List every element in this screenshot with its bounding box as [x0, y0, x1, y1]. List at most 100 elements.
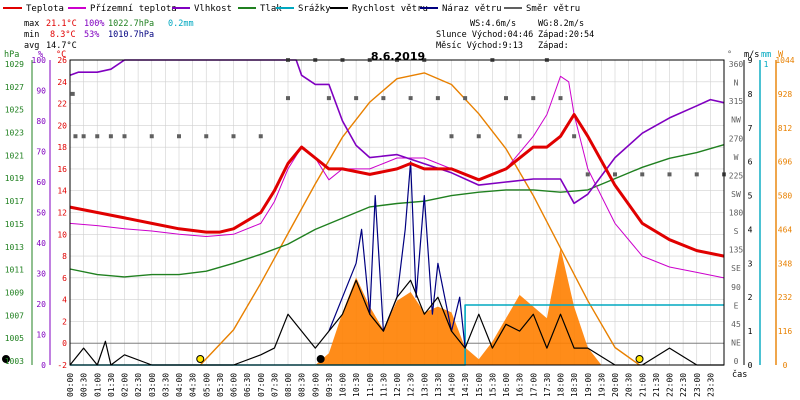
rain-axis: 1 [759, 60, 769, 365]
wind-tick: 9 [748, 56, 753, 65]
time-tick: 02:00 [121, 373, 130, 397]
wind-direction-point [73, 134, 78, 139]
time-tick: 12:00 [393, 373, 402, 397]
temperature-tick: 22 [57, 100, 67, 109]
direction-tick: 0 [734, 357, 739, 366]
legend-item-rychlost-vetru: Rychlost větru [330, 4, 428, 14]
wind-direction-point [435, 96, 440, 101]
wind-direction-point [95, 134, 100, 139]
wind-tick: 3 [748, 259, 753, 268]
time-axis: 00:00 00:30 01:00 01:30 02:00 02:30 03:00 03:30… [66, 373, 715, 397]
time-tick: 17:00 [529, 373, 538, 397]
legend-item-vlhkost: Vlhkost [172, 4, 232, 14]
series-solar [199, 72, 640, 366]
direction-tick: 225 [729, 171, 744, 180]
direction-tick: S [734, 227, 739, 236]
time-tick: 20:00 [611, 373, 620, 397]
wind-tick: 7 [748, 124, 753, 133]
wind-tick: 5 [748, 192, 753, 201]
series-wind-gust [328, 161, 466, 349]
wind-direction-point [476, 134, 481, 139]
humidity-tick: 80 [36, 117, 46, 126]
time-tick: 04:30 [189, 373, 198, 397]
time-tick: 16:00 [502, 373, 511, 397]
humidity-tick: 50 [36, 209, 46, 218]
wind-direction-point [381, 96, 386, 101]
time-tick: 01:00 [93, 373, 102, 397]
solar-tick: 232 [778, 293, 793, 302]
time-tick: 13:00 [420, 373, 429, 397]
pressure-axis: 1029 1027 1025 1023 1021 1019 1017 1015 1013 1011… [5, 60, 33, 366]
moon-rise-info: Měsíc Východ:9:13 [436, 41, 523, 51]
temperature-tick: 16 [57, 165, 67, 174]
time-tick: 10:30 [352, 373, 361, 397]
solar-tick: 580 [778, 192, 793, 201]
svg-text:Tlak: Tlak [260, 4, 282, 14]
time-tick: 19:00 [584, 373, 593, 397]
pressure-tick: 1017 [5, 197, 24, 206]
time-tick: 03:00 [148, 373, 157, 397]
time-tick: 18:00 [557, 373, 566, 397]
solar-unit: W [778, 50, 784, 60]
stats-block: max 21.1°C 100% 1022.7hPa 0.2mm min 8.3°… [24, 19, 194, 51]
wind-direction-point [558, 96, 563, 101]
wind-tick: 1 [748, 327, 753, 336]
wind-direction-point [463, 96, 468, 101]
solar-tick: 928 [778, 90, 793, 99]
legend-item-tlak: Tlak [238, 4, 282, 14]
svg-text:Vlhkost: Vlhkost [194, 4, 232, 14]
sun-set-info: Západ:20:54 [538, 30, 594, 40]
direction-tick: NW [731, 116, 741, 125]
svg-text:Náraz větru: Náraz větru [442, 4, 502, 14]
humidity-tick: 60 [36, 178, 46, 187]
solar-tick: 348 [778, 259, 793, 268]
wind-direction-point [449, 134, 454, 139]
time-tick: 02:30 [134, 373, 143, 397]
wind-info: WS:4.6m/s WG:8.2m/s [470, 19, 584, 29]
time-tick: 00:00 [66, 373, 75, 397]
time-tick: 07:00 [257, 373, 266, 397]
time-tick: 15:30 [488, 373, 497, 397]
temperature-tick: 24 [57, 78, 67, 87]
solar-tick: 812 [778, 124, 793, 133]
time-tick: 06:30 [243, 373, 252, 397]
legend-item-naraz-vetru: Náraz větru [420, 4, 502, 14]
wind-direction-point [572, 134, 577, 139]
wind-direction-point [640, 172, 645, 177]
time-axis-label: čas [732, 369, 747, 380]
wind-tick: 2 [748, 293, 753, 302]
time-tick: 21:30 [652, 373, 661, 397]
chart-title: 8.6.2019 [371, 50, 425, 63]
solar-tick: 696 [778, 158, 793, 167]
series-temp [69, 113, 725, 258]
stat-min-press: 1010.7hPa [108, 30, 154, 40]
pressure-tick: 1025 [5, 106, 24, 115]
wind-direction-point [504, 96, 508, 101]
legend: Teplota Přízemní teplota Vlhkost Tlak Sr… [3, 4, 580, 14]
humidity-tick: 20 [36, 300, 46, 309]
temperature-tick: 14 [57, 187, 67, 196]
wind-direction-point [408, 96, 413, 101]
time-tick: 05:00 [202, 373, 211, 397]
time-tick: 22:30 [679, 373, 688, 397]
wind-tick: 0 [748, 361, 753, 370]
time-tick: 01:30 [107, 373, 116, 397]
time-tick: 07:30 [270, 373, 279, 397]
wind-direction-point [354, 96, 359, 101]
pressure-tick: 1011 [5, 266, 24, 275]
svg-text:Srážky: Srážky [298, 4, 331, 14]
series-ground-temp [69, 75, 725, 279]
temperature-tick: -2 [57, 361, 67, 370]
temperature-tick: 10 [57, 230, 67, 239]
marker-layer [2, 355, 644, 363]
wind-direction-point [177, 134, 181, 139]
svg-text:Rychlost větru: Rychlost větru [352, 4, 428, 14]
svg-text:Přízemní teplota: Přízemní teplota [90, 4, 177, 14]
direction-tick: 315 [729, 97, 744, 106]
time-tick: 16:30 [516, 373, 525, 397]
time-tick: 18:30 [570, 373, 579, 397]
time-tick: 08:00 [284, 373, 293, 397]
wind-direction-point [108, 134, 113, 139]
